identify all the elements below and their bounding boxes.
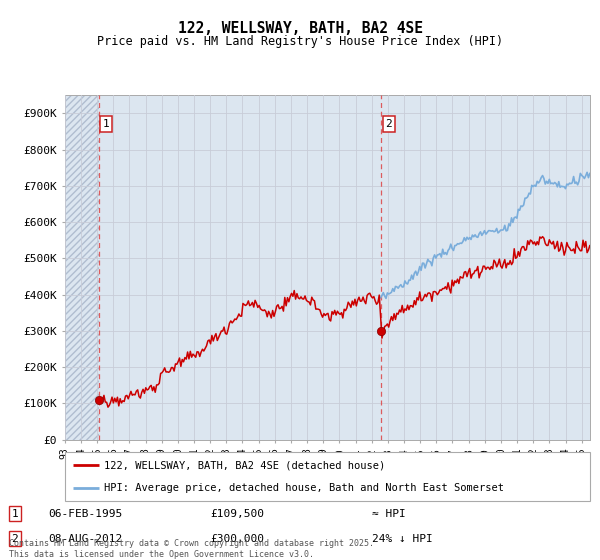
Text: £300,000: £300,000 [210, 534, 264, 544]
Text: £109,500: £109,500 [210, 508, 264, 519]
Text: 122, WELLSWAY, BATH, BA2 4SE: 122, WELLSWAY, BATH, BA2 4SE [178, 21, 422, 36]
Text: 122, WELLSWAY, BATH, BA2 4SE (detached house): 122, WELLSWAY, BATH, BA2 4SE (detached h… [104, 460, 385, 470]
Polygon shape [65, 95, 99, 440]
Text: 1: 1 [11, 508, 19, 519]
Text: ≈ HPI: ≈ HPI [372, 508, 406, 519]
Text: 2: 2 [385, 119, 392, 129]
Text: 1: 1 [103, 119, 110, 129]
Text: Contains HM Land Registry data © Crown copyright and database right 2025.
This d: Contains HM Land Registry data © Crown c… [9, 539, 374, 559]
Text: 06-FEB-1995: 06-FEB-1995 [48, 508, 122, 519]
Text: 24% ↓ HPI: 24% ↓ HPI [372, 534, 433, 544]
FancyBboxPatch shape [65, 452, 590, 501]
Text: HPI: Average price, detached house, Bath and North East Somerset: HPI: Average price, detached house, Bath… [104, 483, 504, 493]
Text: 2: 2 [11, 534, 19, 544]
Text: Price paid vs. HM Land Registry's House Price Index (HPI): Price paid vs. HM Land Registry's House … [97, 35, 503, 48]
Text: 08-AUG-2012: 08-AUG-2012 [48, 534, 122, 544]
